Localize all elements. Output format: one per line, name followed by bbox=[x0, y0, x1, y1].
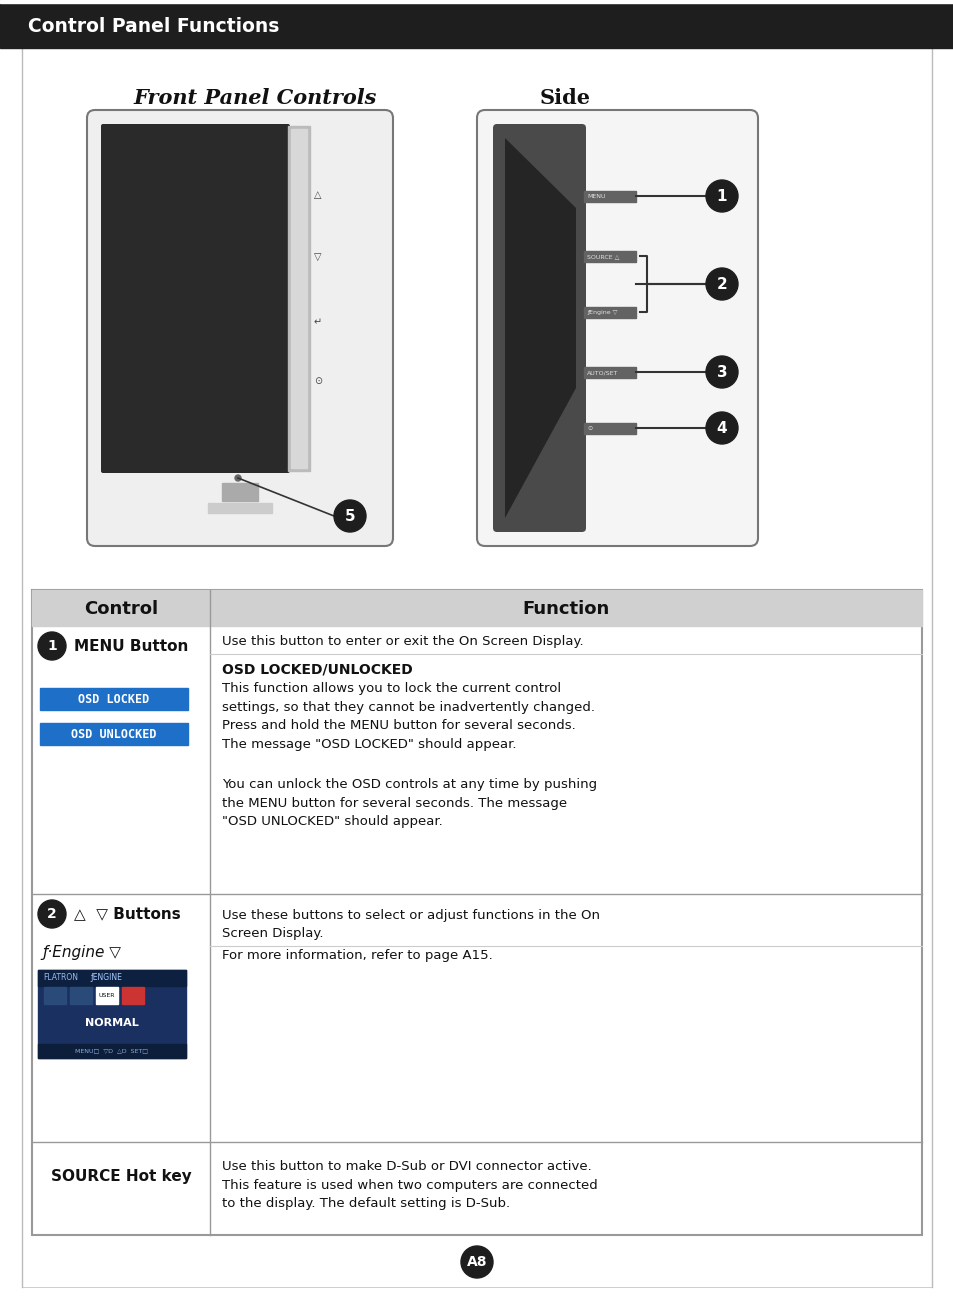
Bar bbox=[291, 129, 307, 468]
Text: △  ▽ Buttons: △ ▽ Buttons bbox=[74, 907, 180, 921]
Text: SOURCE △: SOURCE △ bbox=[586, 254, 618, 258]
Text: ▽: ▽ bbox=[314, 252, 321, 262]
Bar bbox=[583, 307, 636, 318]
Text: USER: USER bbox=[99, 993, 115, 998]
FancyBboxPatch shape bbox=[101, 124, 290, 472]
Text: A8: A8 bbox=[466, 1255, 487, 1268]
Bar bbox=[96, 987, 118, 1004]
Polygon shape bbox=[504, 138, 576, 518]
Bar bbox=[40, 688, 188, 710]
Text: ƒEngine ▽: ƒEngine ▽ bbox=[586, 311, 617, 315]
Text: SOURCE Hot key: SOURCE Hot key bbox=[51, 1169, 192, 1185]
Bar bbox=[70, 987, 91, 1004]
Bar bbox=[122, 987, 144, 1004]
Bar bbox=[40, 723, 188, 745]
Text: NORMAL: NORMAL bbox=[85, 1018, 139, 1028]
Text: Control Panel Functions: Control Panel Functions bbox=[28, 17, 279, 35]
Text: 1: 1 bbox=[716, 188, 726, 204]
Text: Use this button to enter or exit the On Screen Display.: Use this button to enter or exit the On … bbox=[222, 634, 583, 647]
Text: You can unlock the OSD controls at any time by pushing
the MENU button for sever: You can unlock the OSD controls at any t… bbox=[222, 778, 597, 827]
Bar bbox=[583, 423, 636, 435]
Bar bbox=[583, 367, 636, 378]
Text: MENU Button: MENU Button bbox=[74, 638, 188, 654]
Text: Use these buttons to select or adjust functions in the On
Screen Display.: Use these buttons to select or adjust fu… bbox=[222, 910, 599, 940]
FancyBboxPatch shape bbox=[476, 110, 758, 545]
Circle shape bbox=[38, 632, 66, 660]
Bar bbox=[0, 0, 953, 48]
Circle shape bbox=[705, 412, 738, 444]
Text: 2: 2 bbox=[716, 277, 726, 291]
Text: ⊙: ⊙ bbox=[586, 425, 592, 431]
Text: Side: Side bbox=[539, 87, 590, 108]
Circle shape bbox=[705, 268, 738, 300]
Text: 5: 5 bbox=[344, 509, 355, 523]
Text: For more information, refer to page A15.: For more information, refer to page A15. bbox=[222, 949, 493, 962]
Bar bbox=[583, 251, 636, 262]
Text: AUTO/SET: AUTO/SET bbox=[586, 371, 618, 375]
Circle shape bbox=[705, 356, 738, 388]
Bar bbox=[44, 987, 66, 1004]
Bar bbox=[38, 970, 186, 1058]
Text: Function: Function bbox=[522, 600, 609, 619]
Text: Control: Control bbox=[84, 600, 158, 619]
Text: ⊙: ⊙ bbox=[314, 376, 322, 386]
Text: OSD UNLOCKED: OSD UNLOCKED bbox=[71, 727, 156, 740]
Bar bbox=[583, 191, 636, 202]
FancyBboxPatch shape bbox=[87, 110, 393, 545]
Text: ↵: ↵ bbox=[314, 317, 322, 328]
FancyBboxPatch shape bbox=[493, 124, 585, 532]
Circle shape bbox=[38, 900, 66, 928]
Bar bbox=[208, 502, 272, 513]
Circle shape bbox=[705, 180, 738, 211]
Text: Front Panel Controls: Front Panel Controls bbox=[132, 87, 376, 108]
Circle shape bbox=[234, 475, 241, 482]
Bar bbox=[38, 1044, 186, 1058]
Bar bbox=[32, 590, 921, 626]
Circle shape bbox=[460, 1246, 493, 1278]
Text: MENU: MENU bbox=[586, 194, 605, 198]
Bar bbox=[0, 0, 953, 3]
Text: 3: 3 bbox=[716, 364, 726, 380]
Text: 4: 4 bbox=[716, 420, 726, 436]
Text: OSD LOCKED: OSD LOCKED bbox=[78, 693, 150, 706]
Text: OSD LOCKED/UNLOCKED: OSD LOCKED/UNLOCKED bbox=[222, 662, 413, 676]
Text: ƒENGINE: ƒENGINE bbox=[90, 974, 122, 983]
Text: MENU□  ▽D  △D  SET□: MENU□ ▽D △D SET□ bbox=[75, 1048, 149, 1053]
Text: 1: 1 bbox=[47, 639, 57, 652]
Text: FLATRON: FLATRON bbox=[43, 974, 78, 983]
Text: This function allows you to lock the current control
settings, so that they cann: This function allows you to lock the cur… bbox=[222, 683, 595, 750]
Bar bbox=[222, 483, 257, 501]
Text: ƒ·Engine ▽: ƒ·Engine ▽ bbox=[42, 945, 121, 959]
Text: Use this button to make D-Sub or DVI connector active.
This feature is used when: Use this button to make D-Sub or DVI con… bbox=[222, 1160, 598, 1210]
Text: 2: 2 bbox=[47, 907, 57, 921]
Bar bbox=[288, 127, 310, 471]
Circle shape bbox=[334, 500, 366, 532]
Bar bbox=[38, 970, 186, 987]
Bar bbox=[32, 590, 921, 1235]
Text: △: △ bbox=[314, 191, 321, 200]
